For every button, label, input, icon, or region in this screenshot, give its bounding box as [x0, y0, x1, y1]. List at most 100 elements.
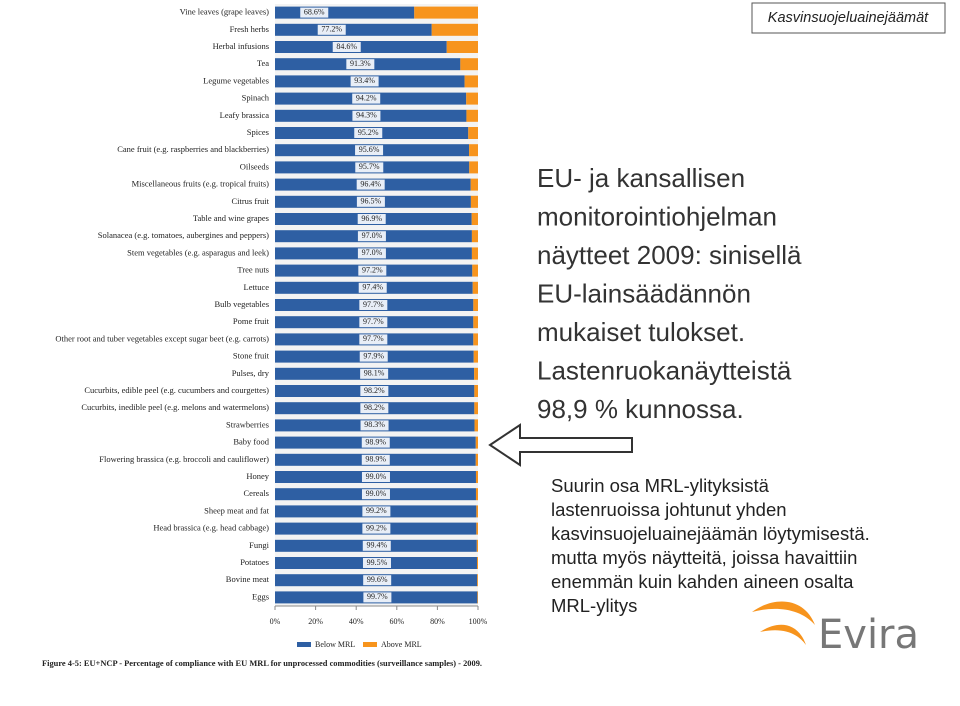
value-label-box — [346, 59, 375, 70]
bar-segment — [473, 333, 478, 346]
category-label: Spices — [247, 127, 269, 137]
bar-segment — [475, 488, 478, 501]
bar-segment — [471, 230, 478, 243]
value-label: 77.2% — [321, 25, 342, 34]
category-label: Head brassica (e.g. head cabbage) — [153, 523, 269, 533]
value-label: 98.1% — [364, 369, 385, 378]
category-label: Flowering brassica (e.g. broccoli and ca… — [99, 454, 269, 464]
bar-segment — [469, 161, 478, 174]
value-label-box — [362, 506, 391, 517]
category-label: Fresh herbs — [230, 24, 269, 34]
bar-segment — [275, 41, 447, 53]
note-text-line: mutta myös näytteitä, joissa havaittiin — [551, 547, 857, 568]
bar-segment — [476, 557, 478, 569]
x-tick-label: 80% — [430, 617, 445, 626]
category-label: Pulses, dry — [232, 368, 270, 378]
bar-segment — [470, 195, 478, 208]
value-label-box — [300, 7, 329, 18]
value-label-box — [362, 523, 391, 534]
main-text-line: Lastenruokanäytteistä — [537, 355, 792, 385]
value-label-box — [357, 214, 386, 224]
logo-swoosh — [760, 624, 806, 645]
value-label-box — [332, 42, 361, 52]
legend-swatch — [297, 642, 311, 647]
bar-segment — [466, 92, 478, 105]
category-label: Honey — [246, 471, 269, 481]
value-label-box — [362, 540, 391, 551]
bar-segment — [475, 471, 478, 483]
value-label-box — [360, 403, 389, 414]
x-tick-label: 100% — [469, 617, 488, 626]
value-label-box — [359, 351, 388, 362]
value-label: 99.7% — [367, 592, 388, 601]
value-label: 98.3% — [364, 420, 385, 429]
category-label: Cereals — [244, 488, 270, 498]
category-label: Table and wine grapes — [193, 213, 269, 223]
value-label-box — [361, 489, 390, 500]
value-label: 98.2% — [364, 403, 385, 412]
category-label: Bulb vegetables — [214, 299, 269, 309]
logo-swoosh — [752, 601, 815, 625]
note-text-line: Suurin osa MRL-ylityksistä — [551, 475, 770, 496]
category-label: Bovine meat — [226, 574, 270, 584]
bar-segment — [471, 213, 478, 225]
category-label: Solanacea (e.g. tomatoes, aubergines and… — [98, 230, 269, 240]
value-label-box — [359, 317, 388, 328]
bar-segment — [466, 109, 478, 122]
category-label: Herbal infusions — [213, 41, 269, 51]
value-label-box — [355, 162, 384, 173]
value-label: 98.2% — [364, 386, 385, 395]
value-label: 99.4% — [366, 541, 387, 550]
value-label: 97.0% — [362, 248, 383, 257]
note-text-line: enemmän kuin kahden aineen osalta — [551, 571, 854, 592]
category-label: Vine leaves (grape leaves) — [180, 7, 270, 17]
value-label-box — [362, 558, 391, 568]
value-label-box — [360, 368, 389, 379]
x-tick-label: 20% — [308, 617, 323, 626]
value-label: 91.3% — [350, 59, 371, 68]
bar-segment — [473, 316, 478, 329]
category-label: Stem vegetables (e.g. asparagus and leek… — [127, 247, 269, 257]
value-label-box — [363, 592, 392, 603]
main-text-line: näytteet 2009: sinisellä — [537, 240, 802, 270]
bar-segment — [474, 367, 478, 380]
value-label: 97.9% — [363, 351, 384, 360]
value-label: 84.6% — [336, 42, 357, 51]
legend-label: Below MRL — [315, 640, 355, 649]
value-label-box — [356, 196, 385, 207]
value-label: 95.7% — [359, 162, 380, 171]
value-label: 99.2% — [366, 506, 387, 515]
value-label: 99.6% — [367, 575, 388, 584]
legend-swatch — [363, 642, 377, 647]
bar-segment — [472, 264, 478, 277]
value-label: 93.4% — [354, 76, 375, 85]
bar-segment — [470, 178, 478, 191]
value-label: 97.7% — [363, 334, 384, 343]
value-label: 96.9% — [361, 214, 382, 223]
main-text-line: mukaiset tulokset. — [537, 317, 745, 347]
x-tick-label: 0% — [270, 617, 281, 626]
value-label: 97.0% — [362, 231, 383, 240]
category-label: Cane fruit (e.g. raspberries and blackbe… — [117, 144, 269, 154]
bar-segment — [275, 6, 415, 19]
bar-segment — [446, 41, 478, 53]
bar-segment — [474, 385, 478, 397]
value-label-box — [355, 145, 384, 156]
value-label-box — [352, 110, 381, 121]
bar-segment — [476, 539, 478, 552]
bar-segment — [460, 58, 478, 71]
bar-segment — [431, 23, 478, 36]
category-label: Citrus fruit — [231, 196, 269, 206]
bar-segment — [464, 75, 478, 88]
category-label: Sheep meat and fat — [204, 505, 270, 515]
value-label: 97.7% — [363, 300, 384, 309]
value-label-box — [360, 386, 389, 396]
note-text-line: kasvinsuojeluainejäämän löytymisestä. — [551, 523, 870, 544]
bar-segment — [473, 299, 478, 311]
value-label-box — [359, 300, 388, 310]
value-label-box — [357, 248, 386, 259]
value-label: 99.0% — [366, 472, 387, 481]
legend-label: Above MRL — [381, 640, 422, 649]
bar-segment — [475, 436, 478, 449]
